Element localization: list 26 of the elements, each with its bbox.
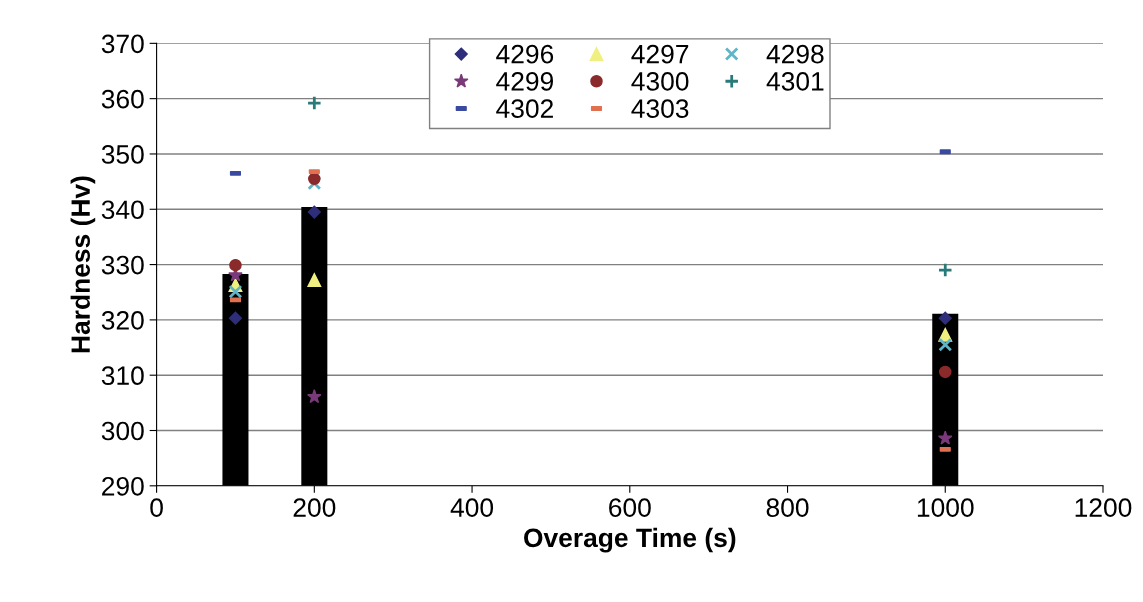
x-tick-label: 600 — [609, 498, 651, 517]
y-axis-title: Hardness (Hv) — [70, 176, 96, 353]
y-tick-label: 340 — [101, 200, 144, 220]
x-tick-label: 400 — [450, 498, 494, 517]
y-tick-label: 320 — [101, 311, 144, 330]
y-tick-label: 330 — [101, 255, 144, 275]
y-tick-label: 300 — [101, 421, 144, 441]
legend-label: 4300 — [631, 72, 689, 91]
legend-label: 4298 — [766, 44, 824, 64]
legend-label: 4303 — [631, 99, 689, 118]
y-tick-label: 290 — [102, 476, 144, 496]
x-tick-label: 1200 — [1075, 498, 1132, 517]
x-tick-label: 1000 — [917, 498, 974, 517]
x-axis-title: Overage Time (s) — [524, 527, 736, 553]
y-tick-label: 370 — [101, 34, 144, 54]
y-tick-label: 350 — [101, 145, 144, 164]
x-tick-label: 0 — [150, 498, 163, 517]
legend-label: 4297 — [631, 44, 689, 64]
legend-label: 4296 — [496, 44, 554, 64]
legend-label: 4302 — [496, 99, 553, 118]
y-tick-label: 310 — [101, 366, 144, 386]
legend-label: 4299 — [496, 72, 554, 91]
x-tick-label: 200 — [293, 498, 336, 517]
x-tick-label: 800 — [766, 498, 809, 517]
legend-label: 4301 — [766, 72, 824, 91]
y-tick-label: 360 — [101, 89, 144, 109]
